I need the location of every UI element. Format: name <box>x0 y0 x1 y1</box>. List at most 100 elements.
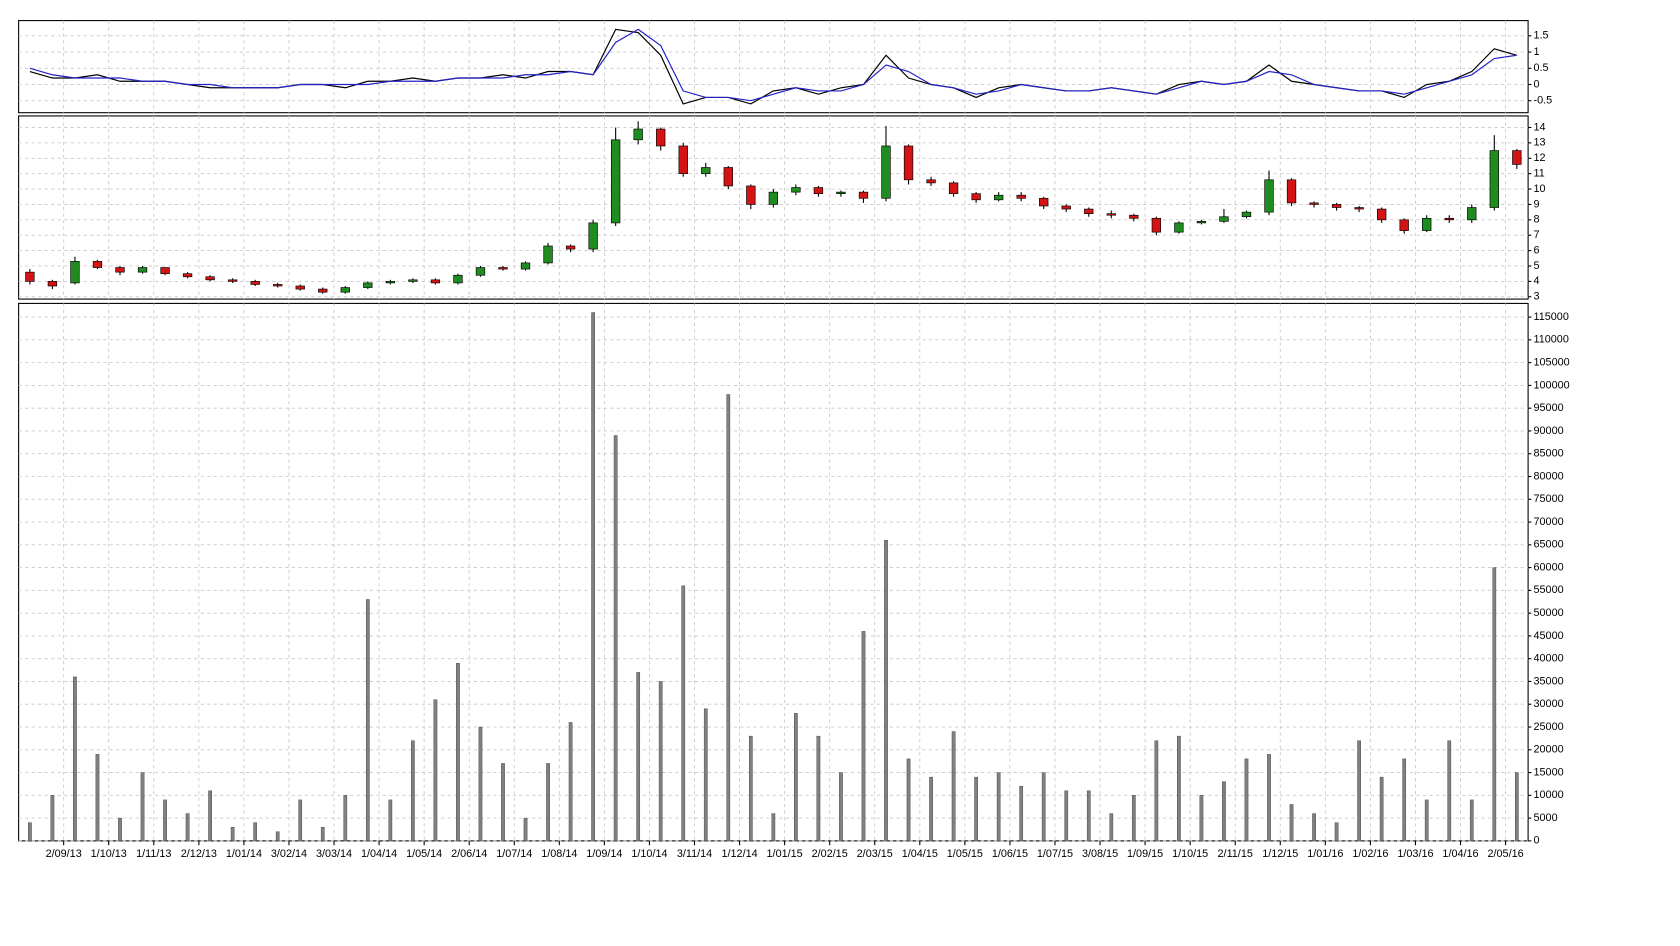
x-tick-label: 2/09/13 <box>46 848 82 860</box>
x-tick-label: 3/11/14 <box>677 848 712 860</box>
volume-bar <box>636 672 641 842</box>
volume-bar <box>613 435 618 842</box>
volume-bar <box>95 754 100 842</box>
y-tick-label: 1 <box>1534 46 1540 58</box>
candle-body <box>1399 219 1409 231</box>
candle-body <box>1489 150 1499 208</box>
y-tick-label: 90000 <box>1534 425 1564 437</box>
volume-bar <box>1424 799 1429 842</box>
candle-body <box>430 279 441 284</box>
x-tick-label: 2/12/13 <box>181 848 217 860</box>
volume-bar <box>816 735 821 842</box>
y-tick-label: 55000 <box>1534 584 1564 596</box>
candle-body <box>1286 179 1297 204</box>
candle-body <box>1467 207 1477 221</box>
volume-bar <box>73 676 77 842</box>
y-tick-label: 50000 <box>1534 607 1564 619</box>
candle-body <box>273 284 283 287</box>
x-tick-label: 1/12/14 <box>721 848 757 860</box>
x-tick-label: 1/06/15 <box>992 848 1028 860</box>
x-tick-label: 1/11/13 <box>136 848 171 860</box>
x-tick-label: 3/08/15 <box>1082 848 1118 860</box>
volume-bar <box>501 763 505 842</box>
volume-bar <box>1289 804 1294 842</box>
volume-bar <box>365 599 370 842</box>
candle-body <box>1039 197 1049 207</box>
candle-body <box>227 279 238 282</box>
y-tick-label: 14 <box>1534 121 1546 133</box>
candle-body <box>746 185 756 205</box>
line-series <box>29 28 1517 105</box>
volume-bar <box>951 731 956 842</box>
volume-bar <box>320 827 325 842</box>
y-tick-label: 60000 <box>1534 561 1564 573</box>
candle-body <box>1354 207 1364 210</box>
volume-bar <box>140 772 145 842</box>
candle-body <box>656 128 666 147</box>
y-tick-label: 15000 <box>1534 766 1564 778</box>
candle-body <box>1444 217 1454 221</box>
candle-body <box>1309 202 1319 205</box>
candle-body <box>1016 194 1026 199</box>
candle-body <box>115 267 125 273</box>
x-tick-label: 1/08/14 <box>541 848 577 860</box>
y-tick-label: 5 <box>1534 260 1540 272</box>
x-tick-label: 1/10/14 <box>631 848 667 860</box>
candle-body <box>1376 208 1387 221</box>
y-tick-label: 4 <box>1534 275 1540 287</box>
x-tick-label: 1/04/14 <box>361 848 397 860</box>
candle-body <box>318 288 328 293</box>
y-tick-label: 75000 <box>1534 493 1564 505</box>
volume-bar <box>1402 758 1407 842</box>
volume-bar <box>1334 822 1339 842</box>
volume-bar <box>28 822 32 842</box>
volume-bar <box>478 726 483 842</box>
x-tick-label: 1/10/15 <box>1172 848 1208 860</box>
candle-body <box>588 222 598 250</box>
candle-body <box>836 191 846 194</box>
volume-bar <box>771 813 776 842</box>
x-tick-label: 1/09/15 <box>1127 848 1163 860</box>
y-tick-label: 5000 <box>1534 812 1558 824</box>
candle-body <box>926 179 936 184</box>
y-tick-label: 80000 <box>1534 470 1564 482</box>
panel-frame <box>18 302 1529 842</box>
candle-body <box>1512 150 1522 165</box>
candle-body <box>92 261 103 268</box>
volume-bar <box>1064 790 1069 842</box>
candle-body <box>1129 214 1139 219</box>
candle-body <box>1084 208 1094 214</box>
volume-bar <box>1447 740 1452 842</box>
volume-bar <box>703 708 708 842</box>
y-tick-label: 25000 <box>1534 721 1564 733</box>
volume-bar <box>1154 740 1159 842</box>
y-tick-label: 0 <box>1534 78 1540 90</box>
volume-bar <box>433 699 438 842</box>
x-tick-label: 1/04/16 <box>1442 848 1478 860</box>
x-tick-label: 1/01/15 <box>767 848 803 860</box>
y-tick-label: 3 <box>1534 291 1540 303</box>
y-tick-label: 10 <box>1534 183 1546 195</box>
x-tick-label: 2/06/14 <box>451 848 487 860</box>
volume-bar <box>1492 567 1497 842</box>
candle-body <box>813 187 824 194</box>
volume-bar <box>230 827 235 842</box>
line-series <box>29 28 1517 102</box>
volume-bar <box>1469 799 1474 842</box>
x-tick-label: 1/12/15 <box>1262 848 1298 860</box>
volume-bar <box>1514 772 1519 842</box>
volume-bar <box>1041 772 1046 842</box>
x-tick-label: 3/02/14 <box>271 848 307 860</box>
volume-bar <box>748 735 753 842</box>
y-tick-label: 6 <box>1534 244 1540 256</box>
volume-bar <box>906 758 911 842</box>
candle-body <box>1331 204 1342 208</box>
candle-body <box>948 182 959 194</box>
volume-bar <box>388 799 393 842</box>
candle-body <box>858 191 869 199</box>
candle-body <box>1264 179 1274 213</box>
candle-body <box>385 281 396 284</box>
candle-body <box>1061 205 1071 210</box>
volume-bar <box>298 799 303 842</box>
